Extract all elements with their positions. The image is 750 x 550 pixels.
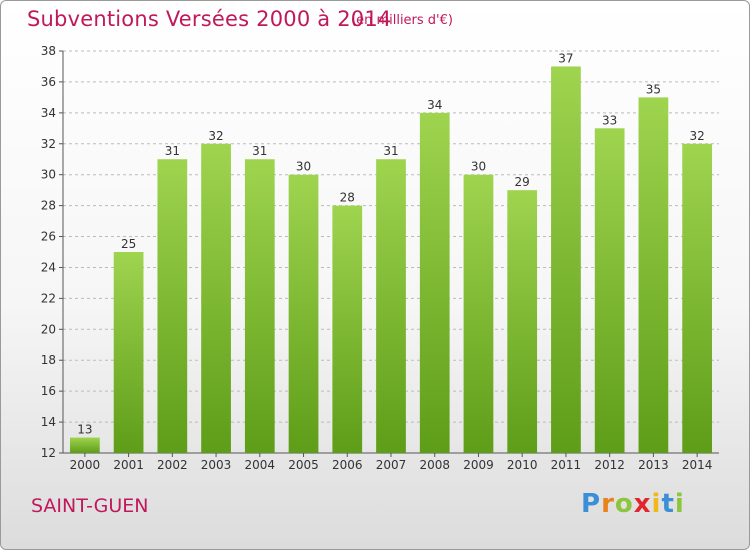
x-tick-label: 2004 <box>245 458 276 472</box>
data-label: 32 <box>689 129 704 143</box>
y-tick-label: 32 <box>41 137 56 151</box>
x-tick-label: 2008 <box>419 458 450 472</box>
bar <box>507 190 538 453</box>
x-tick-label: 2005 <box>288 458 319 472</box>
logo-letter: r <box>601 489 615 519</box>
y-tick-label: 24 <box>41 260 56 274</box>
logo-letter: i <box>674 489 685 519</box>
proxiti-logo: Proxiti <box>581 489 685 519</box>
data-label: 30 <box>296 160 311 174</box>
chart-unit: (en milliers d'€) <box>351 13 453 28</box>
bar <box>682 143 713 453</box>
y-tick-label: 36 <box>41 75 56 89</box>
y-tick-label: 30 <box>41 168 56 182</box>
x-tick-label: 2013 <box>638 458 669 472</box>
x-tick-label: 2010 <box>507 458 538 472</box>
logo-letter: i <box>651 489 662 519</box>
logo-letter: o <box>614 489 634 519</box>
bar <box>332 205 363 453</box>
data-label: 28 <box>340 191 355 205</box>
logo-letter: t <box>661 489 675 519</box>
y-tick-label: 34 <box>41 106 56 120</box>
commune-name: SAINT-GUEN <box>31 495 149 517</box>
x-tick-label: 2002 <box>157 458 188 472</box>
x-tick-label: 2001 <box>113 458 144 472</box>
bar <box>244 159 275 453</box>
data-label: 13 <box>77 423 92 437</box>
chart-title: Subventions Versées 2000 à 2014 <box>27 7 392 31</box>
bar <box>594 128 625 454</box>
data-label: 32 <box>208 129 223 143</box>
y-tick-label: 20 <box>41 322 56 336</box>
labels: 12 14 16 18 20 22 24 26 28 30 32 34 36 38 13 2000 25 2001… <box>41 44 713 472</box>
bar <box>69 437 100 453</box>
data-label: 29 <box>515 175 530 189</box>
x-tick-label: 2000 <box>70 458 101 472</box>
x-tick-label: 2014 <box>682 458 713 472</box>
x-tick-label: 2011 <box>551 458 582 472</box>
bar <box>376 159 406 453</box>
data-label: 30 <box>471 160 486 174</box>
data-label: 37 <box>558 51 573 65</box>
bar <box>157 159 188 453</box>
bars <box>69 66 713 454</box>
y-tick-label: 14 <box>41 415 56 429</box>
x-tick-label: 2003 <box>201 458 232 472</box>
x-tick-label: 2007 <box>376 458 407 472</box>
logo-letter: P <box>581 489 602 519</box>
logo-letter: x <box>633 489 652 519</box>
bar <box>551 66 581 453</box>
y-tick-label: 22 <box>41 291 56 305</box>
data-label: 33 <box>602 113 617 127</box>
y-tick-label: 18 <box>41 353 56 367</box>
x-tick-label: 2006 <box>332 458 363 472</box>
bar <box>201 143 231 453</box>
data-label: 35 <box>646 82 661 96</box>
x-tick-label: 2009 <box>463 458 494 472</box>
data-label: 31 <box>165 144 180 158</box>
bar <box>638 97 669 453</box>
y-tick-label: 16 <box>41 384 56 398</box>
bar <box>288 174 319 453</box>
y-tick-label: 12 <box>41 446 56 460</box>
bar <box>113 252 144 453</box>
bar <box>419 112 450 453</box>
data-label: 31 <box>252 144 267 158</box>
y-tick-label: 26 <box>41 230 56 244</box>
y-tick-label: 28 <box>41 199 56 213</box>
data-label: 25 <box>121 237 136 251</box>
bar <box>463 174 494 453</box>
y-tick-label: 38 <box>41 44 56 58</box>
data-label: 34 <box>427 98 442 112</box>
data-label: 31 <box>383 144 398 158</box>
x-tick-label: 2012 <box>594 458 625 472</box>
